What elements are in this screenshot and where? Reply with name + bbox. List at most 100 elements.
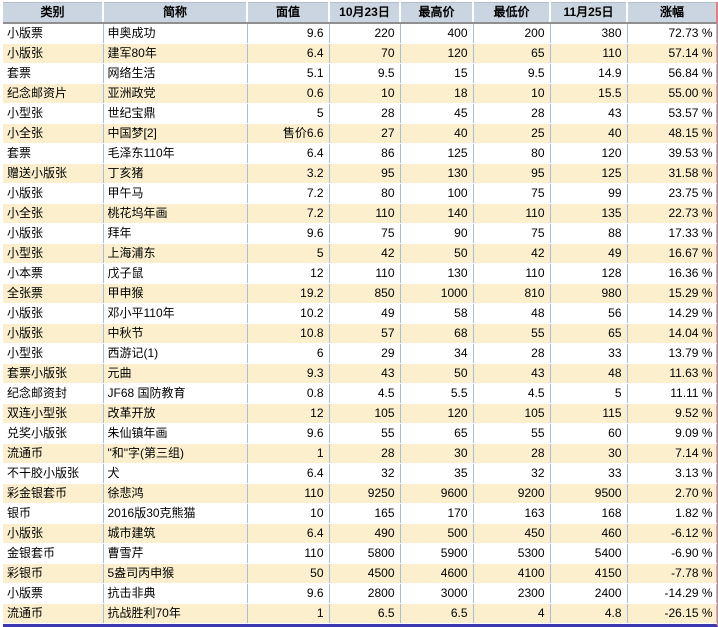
cell-change: 11.11 % (627, 383, 717, 404)
cell-category: 不干胶小版张 (3, 463, 104, 484)
cell-high: 15 (400, 63, 474, 84)
cell-face-value: 110 (247, 543, 330, 564)
cell-name: 上海浦东 (103, 243, 248, 264)
cell-category: 赠送小版张 (3, 163, 104, 184)
cell-nov25: 30 (550, 443, 628, 464)
cell-change: 55.00 % (627, 83, 717, 104)
cell-oct23: 70 (329, 43, 401, 64)
cell-nov25: 33 (550, 343, 628, 364)
header-cell-nov25: 11月25日 (550, 2, 628, 24)
cell-oct23: 9250 (329, 483, 401, 504)
cell-low: 10 (473, 83, 551, 104)
cell-high: 120 (400, 403, 474, 424)
cell-high: 100 (400, 183, 474, 204)
cell-name: 元曲 (103, 363, 248, 384)
table-row: 小版张 拜年 9.6 75 90 75 88 17.33 % (3, 223, 717, 244)
cell-nov25: 168 (550, 503, 628, 524)
cell-name: 桃花坞年画 (103, 203, 248, 224)
cell-nov25: 980 (550, 283, 628, 304)
cell-category: 小全张 (3, 123, 104, 144)
cell-face-value: 9.6 (247, 583, 330, 604)
cell-high: 45 (400, 103, 474, 124)
cell-high: 18 (400, 83, 474, 104)
cell-name: 戊子鼠 (103, 263, 248, 284)
cell-name: 西游记(1) (103, 343, 248, 364)
cell-nov25: 40 (550, 123, 628, 144)
cell-low: 110 (473, 263, 551, 284)
cell-low: 48 (473, 303, 551, 324)
cell-category: 小版张 (3, 223, 104, 244)
cell-change: 22.73 % (627, 203, 717, 224)
price-table-container: 类别 简称 面值 10月23日 最高价 最低价 11月25日 涨幅 小版票 申奥成… (3, 2, 718, 627)
cell-name: 建军80年 (103, 43, 248, 64)
table-row: 流通币 抗战胜利70年 1 6.5 6.5 4 4.8 -26.15 % (3, 603, 717, 624)
cell-high: 34 (400, 343, 474, 364)
cell-name: "和"字(第三组) (103, 443, 248, 464)
cell-high: 68 (400, 323, 474, 344)
cell-low: 810 (473, 283, 551, 304)
cell-nov25: 65 (550, 323, 628, 344)
cell-face-value: 50 (247, 563, 330, 584)
cell-nov25: 99 (550, 183, 628, 204)
cell-face-value: 9.6 (247, 23, 330, 44)
cell-low: 95 (473, 163, 551, 184)
cell-oct23: 75 (329, 223, 401, 244)
cell-change: 9.09 % (627, 423, 717, 444)
table-row: 金银套币 曹雪芹 110 5800 5900 5300 5400 -6.90 % (3, 543, 717, 564)
cell-face-value: 19.2 (247, 283, 330, 304)
table-row: 彩银币 5盎司丙申猴 50 4500 4600 4100 4150 -7.78 % (3, 563, 717, 584)
cell-name: 网络生活 (103, 63, 248, 84)
cell-oct23: 6.5 (329, 603, 401, 624)
cell-high: 65 (400, 423, 474, 444)
table-row: 小全张 桃花坞年画 7.2 110 140 110 135 22.73 % (3, 203, 717, 224)
cell-change: 17.33 % (627, 223, 717, 244)
cell-high: 125 (400, 143, 474, 164)
cell-oct23: 105 (329, 403, 401, 424)
table-row: 小版张 邓小平110年 10.2 49 58 48 56 14.29 % (3, 303, 717, 324)
cell-nov25: 5 (550, 383, 628, 404)
cell-change: 2.70 % (627, 483, 717, 504)
cell-category: 兑奖小版张 (3, 423, 104, 444)
cell-nov25: 128 (550, 263, 628, 284)
cell-name: 犬 (103, 463, 248, 484)
cell-change: 48.15 % (627, 123, 717, 144)
cell-oct23: 4.5 (329, 383, 401, 404)
table-row: 套票小版张 元曲 9.3 43 50 43 48 11.63 % (3, 363, 717, 384)
cell-high: 50 (400, 363, 474, 384)
cell-category: 金银套币 (3, 543, 104, 564)
cell-nov25: 56 (550, 303, 628, 324)
cell-low: 42 (473, 243, 551, 264)
table-row: 小型张 西游记(1) 6 29 34 28 33 13.79 % (3, 343, 717, 364)
header-cell-name: 简称 (103, 2, 248, 24)
table-row: 小版张 城市建筑 6.4 490 500 450 460 -6.12 % (3, 523, 717, 544)
cell-oct23: 32 (329, 463, 401, 484)
cell-face-value: 6.4 (247, 463, 330, 484)
cell-nov25: 43 (550, 103, 628, 124)
table-row: 流通币 "和"字(第三组) 1 28 30 28 30 7.14 % (3, 443, 717, 464)
header-cell-change: 涨幅 (627, 2, 716, 24)
cell-face-value: 10 (247, 503, 330, 524)
cell-name: 中秋节 (103, 323, 248, 344)
table-row: 套票 网络生活 5.1 9.5 15 9.5 14.9 56.84 % (3, 63, 717, 84)
cell-name: 世纪宝鼎 (103, 103, 248, 124)
cell-category: 小版张 (3, 523, 104, 544)
cell-name: 甲申猴 (103, 283, 248, 304)
cell-face-value: 9.6 (247, 423, 330, 444)
cell-nov25: 115 (550, 403, 628, 424)
cell-category: 小版张 (3, 183, 104, 204)
cell-oct23: 28 (329, 443, 401, 464)
cell-category: 小版张 (3, 323, 104, 344)
table-row: 彩金银套币 徐悲鸿 110 9250 9600 9200 9500 2.70 % (3, 483, 717, 504)
cell-nov25: 9500 (550, 483, 628, 504)
cell-oct23: 80 (329, 183, 401, 204)
cell-face-value: 12 (247, 403, 330, 424)
cell-nov25: 49 (550, 243, 628, 264)
cell-nov25: 15.5 (550, 83, 628, 104)
cell-face-value: 6 (247, 343, 330, 364)
cell-low: 4.5 (473, 383, 551, 404)
cell-change: 14.04 % (627, 323, 717, 344)
table-row: 小版张 中秋节 10.8 57 68 55 65 14.04 % (3, 323, 717, 344)
cell-change: 57.14 % (627, 43, 717, 64)
table-row: 小版张 甲午马 7.2 80 100 75 99 23.75 % (3, 183, 717, 204)
cell-name: 2016版30克熊猫 (103, 503, 248, 524)
